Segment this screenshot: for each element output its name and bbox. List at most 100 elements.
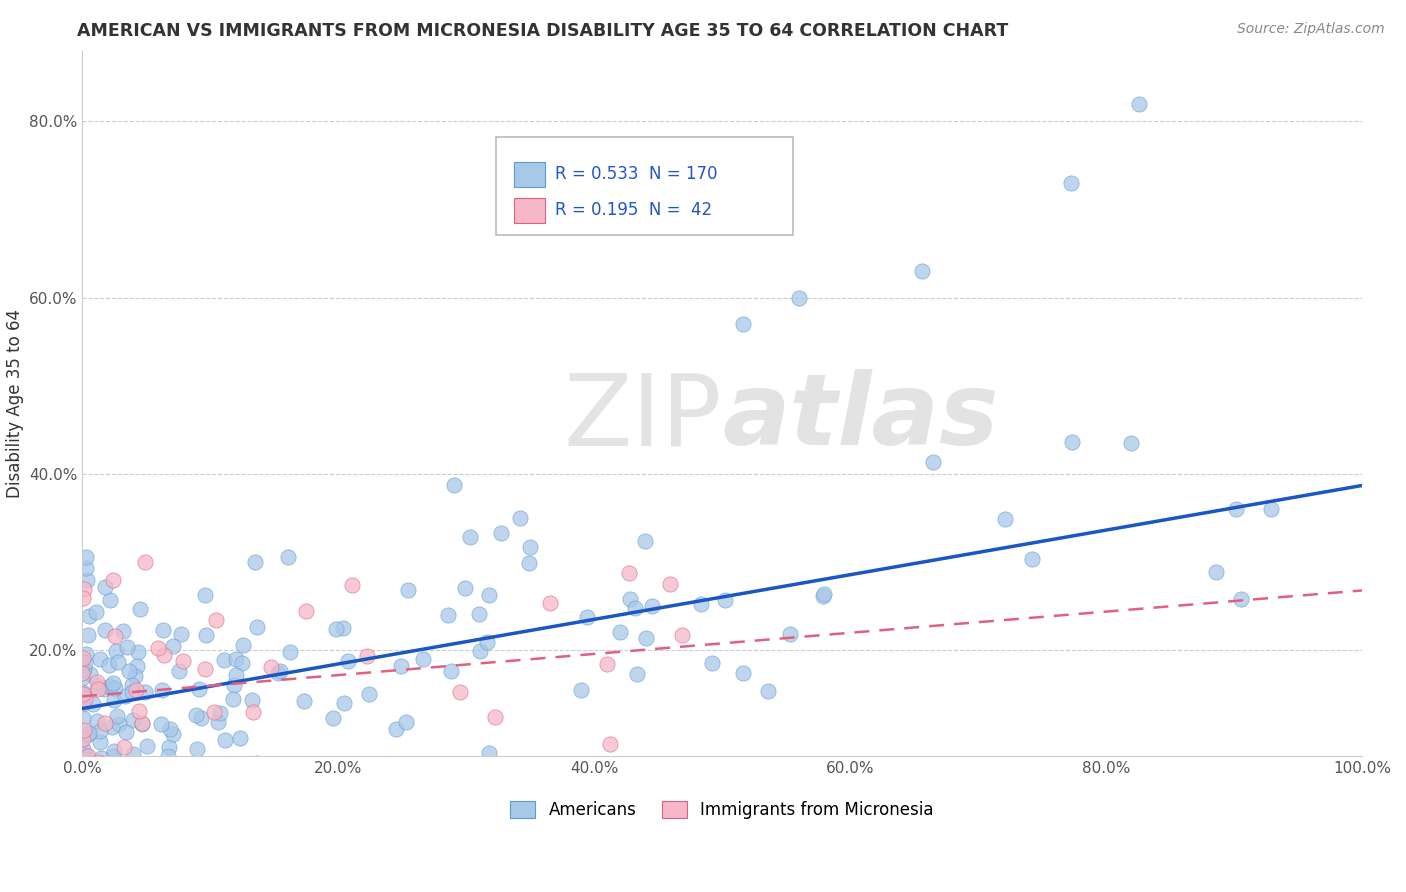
Point: [104, 681, 127, 695]
Point: [229, 731, 252, 745]
Point: [190, 711, 212, 725]
Point: [440, 664, 463, 678]
Point: [72, 711, 94, 725]
Point: [194, 662, 217, 676]
Point: [131, 716, 153, 731]
Point: [246, 620, 269, 634]
Point: [631, 756, 654, 771]
Point: [72, 651, 94, 665]
Point: [232, 638, 254, 652]
Point: [75, 753, 97, 767]
Point: [75, 657, 97, 671]
Point: [97, 789, 120, 803]
Point: [186, 742, 208, 756]
Point: [146, 640, 169, 655]
Point: [128, 704, 150, 718]
Point: [468, 644, 491, 658]
Point: [911, 264, 934, 278]
Point: [333, 696, 356, 710]
Point: [609, 624, 631, 639]
Point: [731, 666, 754, 681]
Point: [322, 711, 344, 725]
Point: [212, 652, 235, 666]
Point: [267, 666, 290, 681]
Point: [633, 534, 655, 549]
Point: [89, 735, 111, 749]
Text: R = 0.195  N =  42: R = 0.195 N = 42: [554, 201, 711, 219]
Point: [813, 586, 835, 600]
Point: [98, 592, 121, 607]
Point: [89, 723, 111, 738]
Point: [75, 561, 97, 575]
Point: [77, 609, 100, 624]
Point: [599, 737, 621, 751]
Point: [75, 549, 97, 564]
Point: [108, 756, 131, 770]
Point: [779, 627, 801, 641]
Point: [115, 725, 138, 739]
Point: [70, 671, 93, 685]
Point: [94, 800, 117, 814]
Point: [292, 694, 315, 708]
Point: [517, 556, 540, 570]
Text: AMERICAN VS IMMIGRANTS FROM MICRONESIA DISABILITY AGE 35 TO 64 CORRELATION CHART: AMERICAN VS IMMIGRANTS FROM MICRONESIA D…: [77, 22, 1008, 40]
Point: [159, 739, 181, 754]
Point: [129, 602, 152, 616]
Point: [246, 756, 269, 771]
Point: [134, 684, 156, 698]
Text: atlas: atlas: [723, 369, 998, 467]
Point: [79, 756, 101, 771]
Point: [77, 628, 100, 642]
Point: [240, 692, 263, 706]
Point: [733, 317, 755, 331]
Point: [357, 687, 380, 701]
Point: [103, 749, 125, 764]
Point: [70, 779, 93, 793]
Point: [389, 658, 412, 673]
Point: [186, 818, 208, 832]
Point: [76, 727, 98, 741]
Point: [1128, 96, 1150, 111]
Point: [195, 628, 218, 642]
Point: [242, 705, 264, 719]
Point: [86, 675, 108, 690]
Point: [245, 555, 267, 569]
Point: [595, 657, 617, 672]
Point: [162, 639, 184, 653]
Point: [125, 658, 148, 673]
Point: [87, 768, 110, 782]
Point: [689, 597, 711, 611]
Point: [194, 588, 217, 602]
Point: [208, 706, 231, 720]
Point: [484, 710, 506, 724]
Point: [294, 604, 316, 618]
Point: [101, 675, 124, 690]
Point: [75, 748, 97, 763]
Point: [412, 652, 434, 666]
Point: [73, 723, 96, 737]
Point: [94, 624, 117, 638]
Point: [73, 753, 96, 767]
Point: [72, 591, 94, 605]
Point: [136, 739, 159, 754]
Point: [73, 690, 96, 704]
Point: [214, 732, 236, 747]
Point: [207, 715, 229, 730]
Point: [89, 785, 111, 799]
Point: [756, 684, 779, 698]
Point: [73, 662, 96, 676]
Point: [478, 588, 501, 602]
Point: [72, 741, 94, 756]
Point: [569, 682, 592, 697]
Point: [170, 627, 193, 641]
Point: [77, 725, 100, 739]
Point: [162, 726, 184, 740]
Text: ZIP: ZIP: [564, 369, 723, 467]
Point: [384, 722, 406, 736]
Point: [103, 573, 125, 587]
Point: [93, 681, 115, 696]
Point: [922, 455, 945, 469]
Text: Source: ZipAtlas.com: Source: ZipAtlas.com: [1237, 22, 1385, 37]
Point: [103, 693, 125, 707]
Point: [86, 714, 108, 728]
